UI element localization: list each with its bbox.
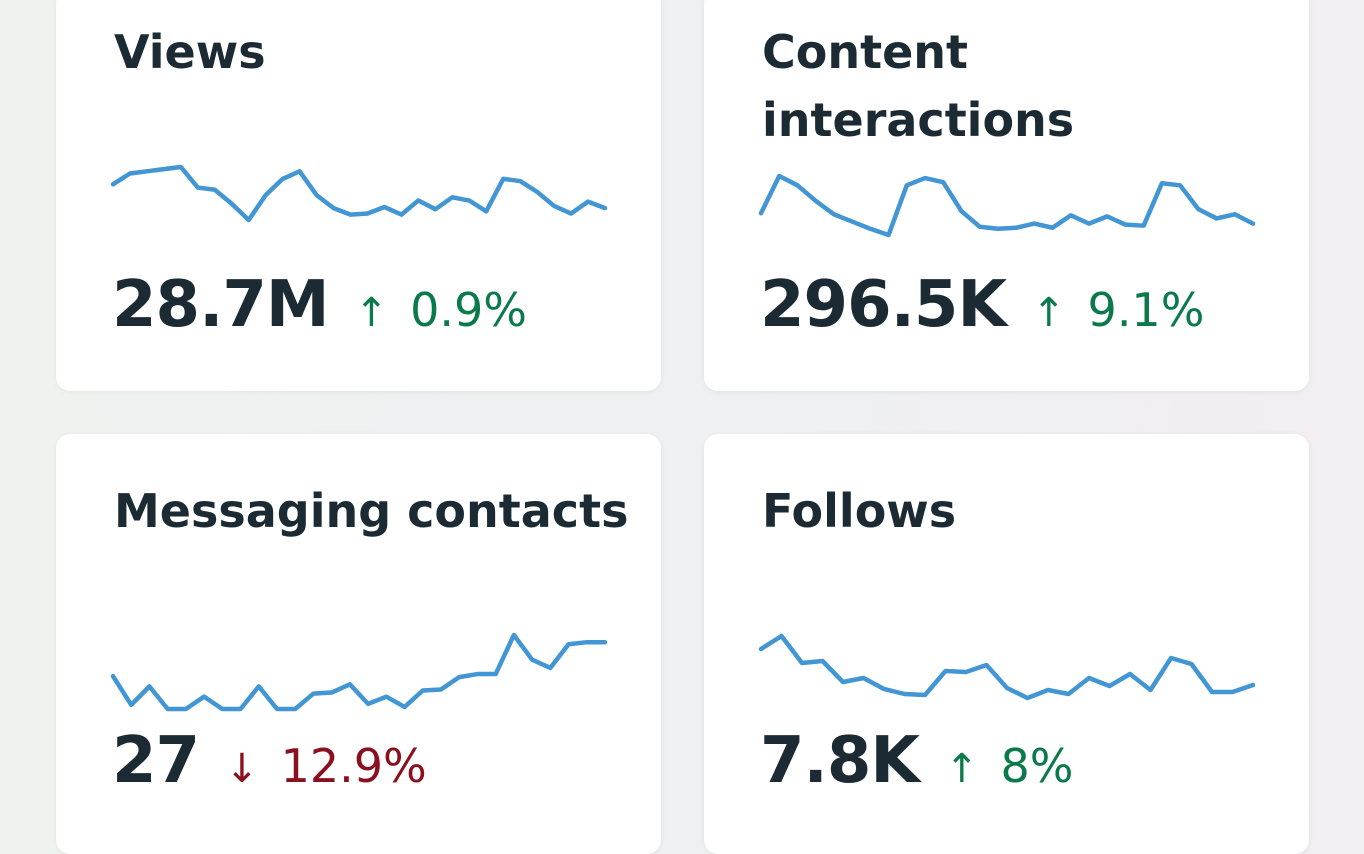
change-percent: 0.9% — [410, 283, 527, 337]
sparkline-series — [110, 164, 608, 223]
metric-value: 27 — [112, 724, 200, 798]
follows-card[interactable]: Follows 7.8K ↑ 8% — [704, 434, 1309, 854]
metric-value: 296.5K — [760, 268, 1007, 342]
arrow-up-icon: ↑ — [1032, 290, 1066, 336]
views-sparkline — [110, 164, 608, 223]
card-title: Follows — [762, 484, 957, 538]
metric: 28.7M ↑ 0.9% — [112, 268, 527, 342]
metric: 296.5K ↑ 9.1% — [760, 268, 1204, 342]
metric-value: 7.8K — [760, 724, 920, 798]
sparkline-series — [110, 632, 608, 712]
card-title: Messaging contacts — [114, 484, 629, 538]
change-indicator: ↑ 8% — [945, 739, 1074, 793]
metric: 27 ↓ 12.9% — [112, 724, 427, 798]
card-title: Views — [114, 25, 266, 79]
metric-value: 28.7M — [112, 268, 330, 342]
messaging-contacts-sparkline — [110, 632, 608, 712]
change-indicator: ↑ 9.1% — [1032, 283, 1204, 337]
change-indicator: ↑ 0.9% — [355, 283, 527, 337]
arrow-up-icon: ↑ — [354, 290, 389, 336]
arrow-down-icon: ↓ — [225, 746, 259, 792]
change-indicator: ↓ 12.9% — [225, 739, 427, 793]
views-card[interactable]: Views 28.7M ↑ 0.9% — [56, 0, 661, 391]
sparkline-series — [758, 633, 1256, 701]
change-percent: 8% — [1000, 739, 1074, 793]
metric: 7.8K ↑ 8% — [760, 724, 1073, 798]
messaging-contacts-card[interactable]: Messaging contacts 27 ↓ 12.9% — [56, 434, 661, 854]
follows-sparkline — [758, 633, 1256, 701]
card-title: Content interactions — [762, 25, 1075, 147]
content-interactions-card[interactable]: Content interactions 296.5K ↑ 9.1% — [704, 0, 1309, 391]
sparkline-series — [758, 173, 1256, 238]
arrow-up-icon: ↑ — [944, 746, 979, 792]
content-interactions-sparkline — [758, 173, 1256, 238]
change-percent: 9.1% — [1087, 283, 1205, 337]
change-percent: 12.9% — [280, 739, 427, 793]
